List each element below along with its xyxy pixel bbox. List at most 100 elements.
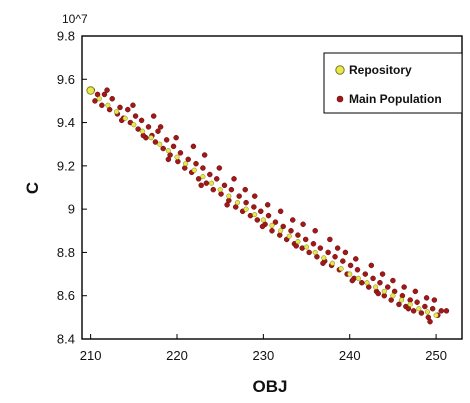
main-population-point-88	[410, 308, 417, 314]
main-population-point-93	[429, 305, 436, 312]
main-population-point-134	[405, 305, 412, 312]
main-population-point-60	[306, 249, 312, 256]
main-population-point-36	[218, 191, 224, 197]
main-population-point-117	[368, 262, 375, 269]
main-population-point-4	[101, 91, 108, 98]
main-population-point-39	[228, 186, 235, 193]
main-population-point-126	[165, 156, 172, 163]
repository-point-31	[355, 275, 361, 281]
main-population-point-40	[232, 204, 239, 210]
main-population-point-5	[106, 106, 113, 113]
main-population-point-103	[201, 152, 208, 158]
main-population-point-21	[163, 137, 170, 143]
main-population-point-123	[431, 297, 438, 303]
main-population-point-13	[135, 126, 141, 132]
main-population-point-3	[99, 102, 105, 109]
repository-point-22	[278, 228, 284, 234]
main-population-point-107	[251, 193, 258, 199]
y-tick-label-5: 9.4	[57, 115, 75, 130]
main-population-point-85	[399, 292, 406, 299]
repository-point-33	[373, 284, 379, 290]
y-axis: 8.4 8.6 8.8 9 9.2 9.4 9.6 9.8	[57, 29, 87, 347]
main-population-point-125	[140, 132, 147, 139]
main-population-point-83	[391, 288, 398, 295]
repository-point-6	[139, 128, 146, 134]
repository-point-25	[303, 244, 310, 250]
y-tick-label-6: 9.6	[57, 72, 75, 87]
main-population-point-97	[104, 87, 110, 93]
main-population-point-110	[289, 217, 296, 223]
repository-point-39	[424, 309, 431, 315]
y-tick-label-4: 9.2	[57, 158, 75, 173]
main-population-point-79	[377, 279, 383, 286]
repository-point-0	[86, 86, 95, 95]
x-tick-label-3: 240	[339, 348, 361, 363]
main-population-point-47	[258, 208, 264, 215]
series-main-population	[89, 87, 450, 325]
main-population-point-114	[334, 245, 341, 251]
main-population-point-50	[269, 228, 275, 234]
legend-marker-main-population	[336, 95, 344, 103]
x-tick-label-4: 250	[425, 348, 447, 363]
y-tick-label-7: 9.8	[57, 29, 75, 44]
main-population-point-96	[443, 308, 450, 314]
main-population-point-84	[396, 301, 402, 308]
main-population-point-53	[280, 223, 286, 230]
main-population-point-10	[125, 106, 131, 113]
y-tick-label-3: 9	[68, 202, 75, 217]
main-population-point-109	[277, 208, 284, 215]
repository-point-12	[191, 167, 197, 173]
main-population-point-8	[117, 104, 123, 111]
repository-point-17	[234, 200, 241, 206]
repository-point-3	[113, 109, 120, 115]
repository-point-13	[200, 174, 206, 180]
main-population-point-130	[293, 243, 299, 249]
repository-point-30	[347, 271, 353, 277]
main-population-point-89	[414, 299, 420, 305]
repository-point-4	[122, 115, 128, 121]
main-population-point-101	[173, 134, 179, 141]
main-population-point-120	[401, 284, 407, 290]
repository-point-7	[148, 135, 154, 141]
repository-point-35	[390, 293, 396, 299]
repository-point-37	[407, 301, 413, 307]
main-population-point-108	[264, 202, 271, 208]
repository-point-2	[105, 102, 111, 108]
main-population-point-61	[310, 241, 317, 247]
main-population-point-12	[132, 113, 139, 119]
y-axis-title: C	[23, 182, 42, 194]
main-population-point-45	[251, 204, 257, 210]
main-population-point-52	[277, 232, 283, 238]
main-population-point-35	[213, 176, 220, 182]
main-population-point-27	[185, 156, 191, 163]
main-population-point-20	[160, 145, 166, 152]
main-population-point-32	[203, 180, 210, 186]
main-population-point-131	[320, 260, 326, 266]
main-population-point-127	[198, 182, 204, 189]
main-population-point-46	[254, 217, 261, 223]
repository-point-19	[252, 212, 258, 218]
repository-point-34	[381, 288, 387, 294]
main-population-point-55	[288, 228, 294, 234]
main-population-point-122	[423, 295, 430, 301]
repository-point-27	[321, 255, 327, 261]
main-population-point-49	[265, 212, 272, 219]
x-axis: 210 220 230 240 250	[80, 334, 447, 363]
main-population-point-58	[299, 245, 305, 251]
x-tick-label-2: 230	[253, 348, 275, 363]
main-population-point-74	[359, 279, 365, 286]
main-population-point-102	[190, 143, 197, 150]
main-population-point-63	[317, 245, 324, 251]
plot-area-frame	[81, 35, 463, 340]
main-population-point-105	[231, 176, 237, 182]
repository-point-29	[338, 266, 344, 272]
main-population-point-6	[109, 96, 115, 102]
main-population-point-129	[259, 223, 266, 230]
main-population-point-115	[342, 249, 349, 256]
main-population-point-82	[388, 297, 394, 303]
main-population-point-34	[210, 186, 217, 193]
y-axis-multiplier-label: 10^7	[62, 12, 88, 26]
repository-point-11	[183, 161, 189, 167]
main-population-point-128	[224, 202, 230, 208]
repository-point-36	[398, 297, 405, 303]
